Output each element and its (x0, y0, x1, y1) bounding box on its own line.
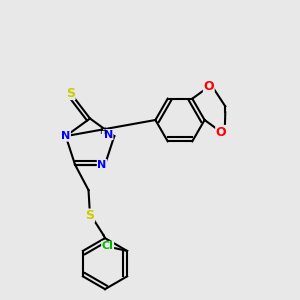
Text: N: N (61, 131, 70, 141)
Text: N: N (103, 130, 113, 140)
Text: N: N (98, 160, 106, 170)
Text: S: S (85, 209, 94, 222)
Text: O: O (216, 125, 226, 139)
Text: Cl: Cl (102, 242, 113, 251)
Text: O: O (203, 80, 214, 93)
Text: S: S (66, 86, 75, 100)
Text: H: H (99, 127, 105, 136)
